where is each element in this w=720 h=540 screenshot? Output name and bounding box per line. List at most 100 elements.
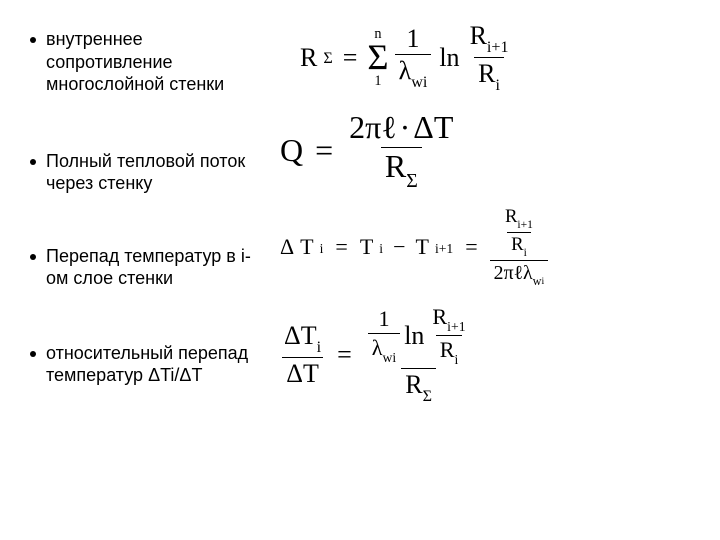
- sym-eq: =: [343, 45, 358, 71]
- sum-sigma: Σ: [367, 41, 388, 74]
- sym-R: R: [505, 206, 517, 227]
- sum-lower: 1: [374, 74, 381, 88]
- bullet-list: внутреннее сопротивление многослойной ст…: [30, 20, 270, 404]
- den: λwi: [368, 333, 400, 364]
- sym-wi: wi: [383, 350, 397, 365]
- slide: внутреннее сопротивление многослойной ст…: [30, 20, 690, 404]
- sym-ln: ln: [439, 45, 459, 71]
- frac-q: 2πℓ·ΔT RΣ: [345, 111, 457, 189]
- sym-w: w: [533, 274, 542, 288]
- sym-pi: π: [365, 109, 381, 145]
- sym-R: R: [440, 337, 455, 362]
- den: RΣ: [381, 147, 422, 189]
- sym-T: T: [434, 109, 454, 145]
- sym-i: i: [379, 242, 383, 256]
- frac-dti: Ri+1 Ri 2πℓλwi: [490, 207, 549, 287]
- sym-R: R: [478, 59, 495, 88]
- bullet-text: Полный тепловой поток через стенку: [46, 150, 270, 195]
- bullet-text: Перепад температур в i-ом слое стенки: [46, 245, 270, 290]
- den: Ri: [507, 232, 531, 258]
- eq-dti: ΔTi = Ti − Ti+1 = Ri+1 Ri: [280, 207, 690, 287]
- sym-eq: =: [315, 134, 333, 166]
- sym-T: T: [300, 236, 313, 258]
- sym-i: i: [320, 242, 324, 256]
- eq-r-sigma: RΣ = n Σ 1 1 λwi ln Ri+1 Ri: [300, 22, 690, 93]
- sym-lambda: λ: [523, 262, 533, 284]
- num: ΔTi: [280, 322, 325, 357]
- den: Ri: [474, 57, 504, 93]
- frac-right: 1 λwi ln Ri+1 Ri: [364, 305, 474, 404]
- sym-R: R: [385, 148, 406, 184]
- num: Ri+1: [428, 305, 469, 335]
- sym-i: i: [524, 246, 527, 259]
- bullet-dot-icon: [30, 159, 36, 165]
- sym-T: T: [301, 321, 317, 350]
- sym-dot: ·: [400, 109, 411, 145]
- den: ΔT: [282, 357, 323, 387]
- sym-Delta: Δ: [286, 359, 303, 388]
- frac-R: Ri+1 Ri: [466, 22, 513, 93]
- den: 2πℓλwi: [490, 260, 549, 287]
- sym-i: i: [495, 77, 499, 94]
- frac-inner: Ri+1 Ri: [501, 207, 537, 258]
- num: 1: [374, 307, 393, 332]
- equations: RΣ = n Σ 1 1 λwi ln Ri+1 Ri: [280, 20, 690, 404]
- num: Ri+1 Ri: [497, 207, 541, 260]
- frac-R: Ri+1 Ri: [428, 305, 469, 366]
- sym-sigma-sub: Σ: [323, 51, 332, 67]
- sym-Q: Q: [280, 134, 303, 166]
- frac-1-lambda: 1 λwi: [368, 307, 400, 363]
- sym-i: i: [454, 352, 458, 367]
- bullet-item: относительный перепад температур ΔTi/ΔT: [30, 342, 270, 387]
- sym-eq: =: [335, 236, 347, 258]
- sym-eq: =: [337, 342, 352, 368]
- num: Ri+1: [466, 22, 513, 57]
- num: 1 λwi ln Ri+1 Ri: [364, 305, 474, 368]
- bullet-dot-icon: [30, 37, 36, 43]
- sym-lambda: λ: [399, 56, 412, 85]
- sym-ell: ℓ: [514, 262, 523, 284]
- sym-ln: ln: [404, 322, 424, 349]
- eq-ratio: ΔTi ΔT = 1 λwi ln: [280, 305, 690, 404]
- sym-pi: π: [504, 262, 514, 284]
- sym-T: T: [360, 236, 373, 258]
- sym-2: 2: [349, 109, 365, 145]
- sym-Delta: Δ: [284, 321, 301, 350]
- sym-ip1: i+1: [447, 319, 465, 334]
- bullet-text: внутреннее сопротивление многослойной ст…: [46, 28, 270, 96]
- bullet-dot-icon: [30, 254, 36, 260]
- sym-Delta: Δ: [413, 109, 434, 145]
- num: 2πℓ·ΔT: [345, 111, 457, 147]
- sym-i: i: [317, 339, 321, 356]
- num: Ri+1: [501, 207, 537, 232]
- sym-R: R: [405, 370, 422, 399]
- num: 1: [402, 25, 423, 54]
- den: RΣ: [401, 368, 436, 404]
- sym-R: R: [300, 45, 317, 71]
- bullet-dot-icon: [30, 351, 36, 357]
- sym-minus: −: [393, 236, 405, 258]
- sym-R: R: [511, 234, 523, 255]
- sym-Delta: Δ: [280, 236, 294, 258]
- sym-wi: wi: [411, 74, 427, 91]
- sym-ip1: i+1: [517, 218, 533, 231]
- sym-ell: ℓ: [381, 109, 396, 145]
- sym-sigma-sub: Σ: [406, 170, 418, 192]
- den: λwi: [395, 54, 432, 90]
- sym-lambda: λ: [372, 335, 383, 360]
- sum-icon: n Σ 1: [367, 27, 388, 88]
- eq-q: Q = 2πℓ·ΔT RΣ: [280, 111, 690, 189]
- frac-left: ΔTi ΔT: [280, 322, 325, 387]
- sym-R: R: [432, 304, 447, 329]
- sym-sigma-sub: Σ: [423, 388, 432, 405]
- sym-T: T: [303, 359, 319, 388]
- sym-eq: =: [465, 236, 477, 258]
- frac-1-lambda: 1 λwi: [395, 25, 432, 90]
- den: Ri: [436, 335, 463, 366]
- sym-ip1: i+1: [487, 39, 509, 56]
- bullet-text: относительный перепад температур ΔTi/ΔT: [46, 342, 270, 387]
- sym-T: T: [416, 236, 429, 258]
- bullet-item: внутреннее сопротивление многослойной ст…: [30, 28, 270, 96]
- sym-R: R: [470, 21, 487, 50]
- bullet-item: Полный тепловой поток через стенку: [30, 150, 270, 195]
